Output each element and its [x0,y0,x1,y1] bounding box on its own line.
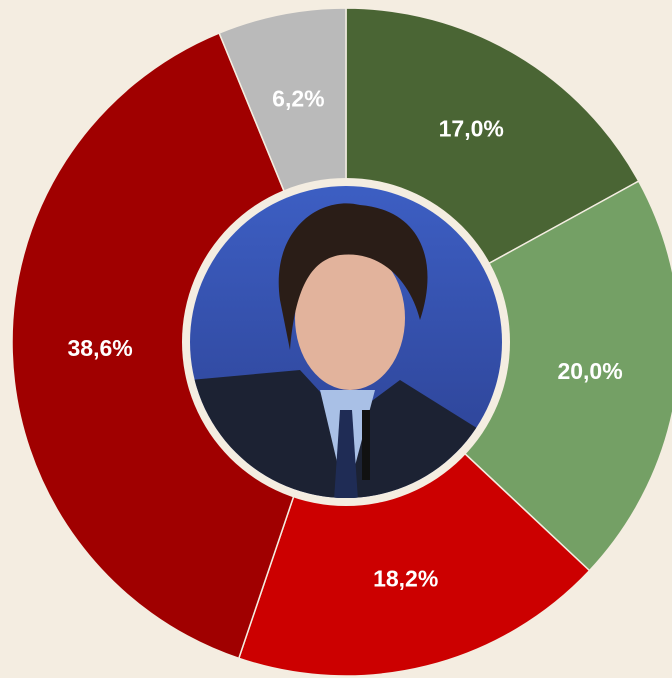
page: {"chart_data": {"type": "donut", "values… [0,0,672,678]
segment-label: 6,2% [272,86,324,112]
microphone [362,410,370,480]
chart: 17,0% 20,0% 18,2% 38,6% 6,2% [0,0,672,678]
segment-label: 20,0% [557,358,622,384]
segment-label: 38,6% [68,335,133,361]
segment-label: 18,2% [373,566,438,592]
segment-label: 17,0% [439,115,504,141]
